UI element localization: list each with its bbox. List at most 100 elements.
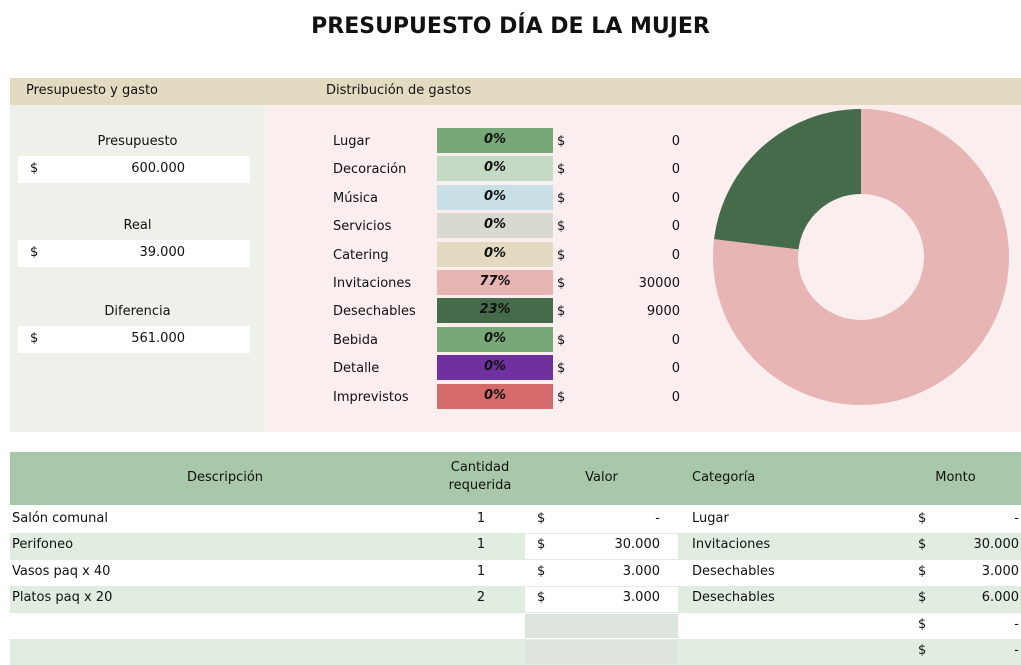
currency: $ — [918, 590, 927, 606]
quantity: 1 — [476, 511, 486, 526]
donut-slice — [714, 108, 861, 250]
amount: - — [1014, 616, 1019, 632]
column-header: Cantidad requerida — [448, 460, 512, 493]
percent: 0% — [483, 245, 507, 261]
currency: $ — [557, 219, 566, 235]
distribution-header: Distribución de gastos — [326, 83, 472, 98]
summary-cell — [18, 326, 250, 353]
category-label: Catering — [333, 247, 389, 263]
summary-amount: 561.000 — [131, 331, 185, 346]
percent: 0% — [483, 330, 507, 346]
description: Platos paq x 20 — [12, 590, 113, 606]
quantity: 1 — [476, 563, 486, 579]
percent: 23% — [479, 302, 511, 318]
amount: 30.000 — [973, 537, 1020, 553]
column-header: Monto — [935, 470, 976, 485]
amount: 0 — [671, 389, 680, 405]
currency: $ — [557, 162, 566, 178]
percent: 77% — [479, 274, 511, 289]
summary-cell — [18, 240, 250, 267]
quantity: 2 — [476, 590, 486, 606]
currency: $ — [537, 511, 546, 526]
percent-cell — [437, 298, 553, 324]
amount: 3.000 — [981, 563, 1019, 579]
table-header — [10, 452, 1021, 505]
percent: 0% — [483, 359, 507, 375]
percent: 0% — [483, 188, 507, 204]
value: 3.000 — [622, 590, 660, 606]
donut-chart — [713, 108, 1009, 405]
summary-amount: 39.000 — [139, 245, 186, 260]
value-cell — [525, 613, 678, 638]
category-label: Imprevistos — [333, 389, 409, 405]
summary-header: Presupuesto y gasto — [26, 83, 158, 98]
amount: 6.000 — [981, 590, 1019, 606]
table-row — [10, 507, 1021, 534]
currency: $ — [918, 616, 927, 632]
category-label: Detalle — [333, 361, 380, 377]
category-label: Lugar — [333, 134, 370, 149]
amount: 0 — [671, 361, 680, 377]
amount: 0 — [671, 247, 680, 263]
category: Invitaciones — [692, 537, 771, 553]
amount: 0 — [671, 190, 680, 206]
amount: 0 — [671, 332, 680, 348]
percent-cell — [437, 326, 553, 352]
amount: - — [1014, 643, 1019, 658]
summary-label: Diferencia — [104, 304, 171, 319]
currency: $ — [557, 332, 566, 348]
percent-cell — [437, 355, 553, 381]
currency: $ — [30, 161, 39, 176]
category: Desechables — [692, 590, 775, 606]
percent-cell — [437, 241, 553, 267]
summary-cell — [18, 156, 250, 183]
description: Salón comunal — [12, 511, 108, 526]
category-label: Bebida — [333, 332, 378, 348]
category-label: Decoración — [333, 162, 407, 178]
currency: $ — [918, 537, 927, 553]
currency: $ — [557, 304, 566, 320]
percent-cell — [437, 383, 553, 409]
currency: $ — [557, 361, 566, 377]
percent-cell — [437, 270, 553, 295]
category-label: Música — [333, 190, 378, 206]
value: - — [655, 511, 660, 526]
value: 30.000 — [614, 537, 661, 553]
title: PRESUPUESTO DÍA DE LA MUJER — [311, 14, 710, 39]
donut-slice — [713, 109, 1009, 405]
currency: $ — [557, 190, 566, 206]
value-cell — [525, 587, 678, 612]
currency: $ — [918, 643, 927, 658]
currency: $ — [557, 247, 566, 263]
amount: 0 — [671, 219, 680, 235]
value-cell — [525, 640, 678, 665]
currency: $ — [557, 134, 566, 149]
table-row — [10, 586, 1021, 613]
amount: 0 — [671, 162, 680, 178]
currency: $ — [537, 590, 546, 606]
header-band — [10, 78, 1021, 105]
currency: $ — [30, 245, 39, 260]
amount: 30000 — [638, 276, 680, 291]
amount: 9000 — [646, 304, 680, 320]
column-header: Valor — [585, 470, 618, 485]
category-label: Desechables — [333, 304, 416, 320]
percent-cell — [437, 128, 553, 153]
currency: $ — [918, 563, 927, 579]
description: Perifoneo — [12, 537, 74, 553]
table-row — [10, 533, 1021, 560]
currency: $ — [537, 537, 546, 553]
table-row — [10, 612, 1021, 639]
column-header: Descripción — [186, 470, 264, 485]
value-cell — [525, 534, 678, 559]
percent: 0% — [483, 132, 507, 147]
category: Lugar — [692, 511, 729, 526]
summary-label: Real — [123, 218, 152, 233]
summary-label: Presupuesto — [97, 134, 178, 149]
currency: $ — [918, 511, 927, 526]
summary-amount: 600.000 — [131, 161, 185, 176]
currency: $ — [537, 563, 546, 579]
value-cell — [525, 560, 678, 586]
summary-panel — [10, 105, 265, 432]
